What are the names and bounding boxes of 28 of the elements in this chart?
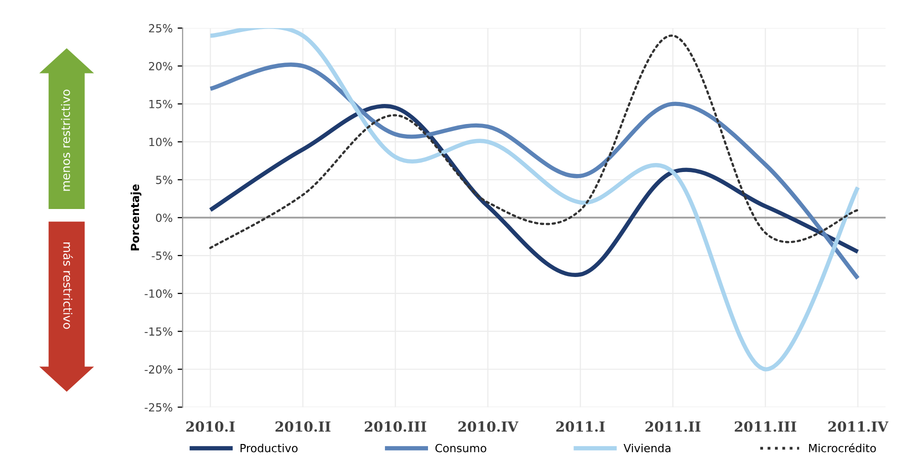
x-tick-label: 2010.III — [364, 421, 426, 432]
legend-label: Microcrédito — [809, 443, 876, 452]
y-tick-label: 0% — [156, 214, 172, 222]
y-tick-label: -25% — [144, 403, 172, 412]
x-tick-label: 2011.IV — [828, 421, 888, 432]
y-tick-label: 5% — [156, 176, 172, 184]
line-series — [209, 34, 859, 250]
y-tick-label: 10% — [149, 138, 172, 146]
y-tick-label: 20% — [148, 62, 172, 70]
y-tick-label: -15% — [144, 327, 172, 336]
y-tick-label: -20% — [144, 365, 172, 374]
y-tick-label: -5% — [152, 252, 172, 260]
line-series — [208, 62, 860, 280]
x-tick-label: 2010.I — [186, 421, 235, 432]
y-axis-title: Porcentaje — [130, 184, 142, 250]
x-tick-label: 2010.IV — [458, 421, 518, 432]
legend-label: Consumo — [435, 444, 486, 452]
y-tick-label: 25% — [148, 24, 172, 32]
text: más restrictivo — [63, 242, 73, 329]
legend-label: Vivienda — [624, 444, 670, 452]
legend-label: Productivo — [240, 444, 298, 452]
x-tick-label: 2011.III — [734, 421, 796, 432]
x-tick-label: 2011.I — [556, 421, 605, 432]
y-tick-label: 15% — [149, 100, 172, 108]
x-tick-label: 2010.II — [276, 421, 330, 432]
text: menos restrictivo — [60, 90, 70, 191]
y-tick-label: -10% — [144, 289, 172, 298]
x-tick-label: 2011.II — [646, 421, 700, 432]
